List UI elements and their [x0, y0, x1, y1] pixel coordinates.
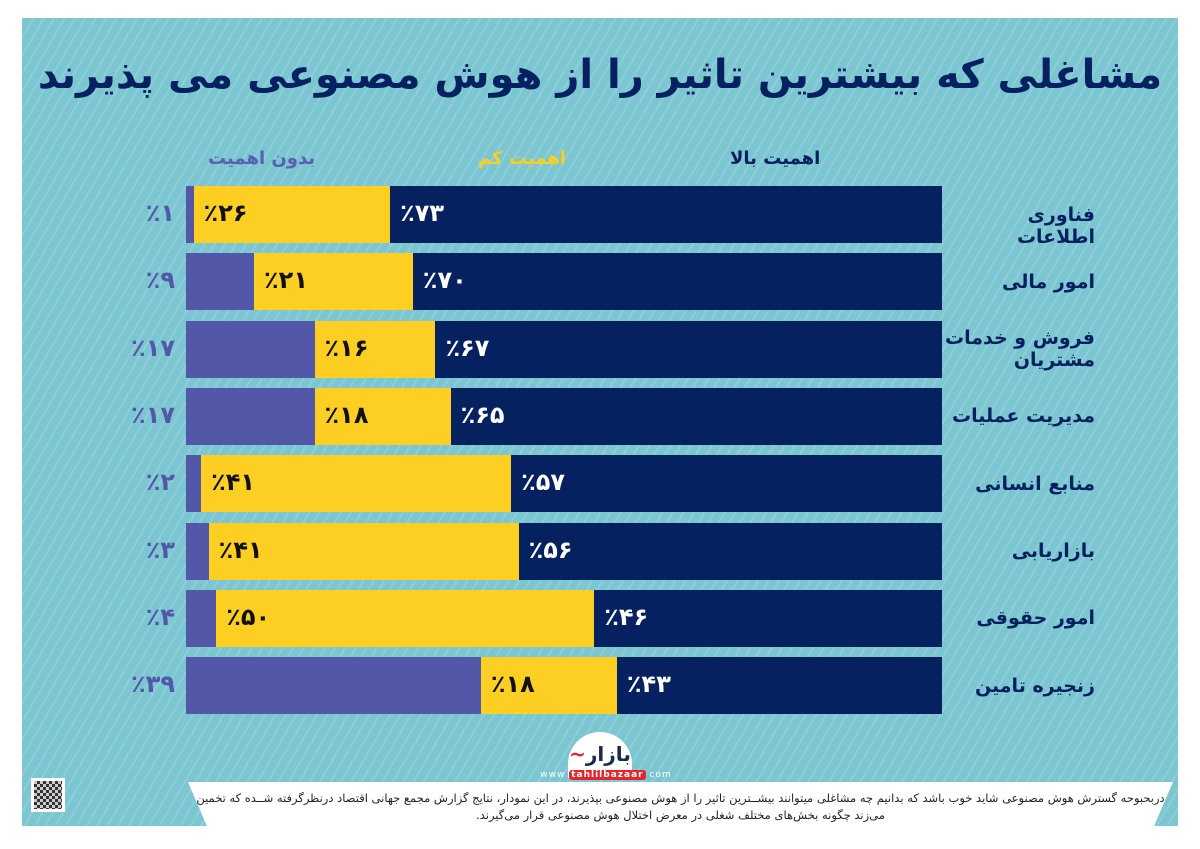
- bar-segment-none: [186, 657, 481, 715]
- bar-segment-none: [186, 387, 315, 445]
- data-label-high: ٪۷۳: [400, 199, 445, 227]
- data-label-low: ٪۴۱: [211, 468, 256, 497]
- bar-segment-none: [186, 320, 315, 378]
- bar-segment-low: [254, 253, 413, 311]
- bar-segment-low: [208, 522, 519, 580]
- data-label-low: ٪۱۸: [490, 670, 535, 699]
- category-label: امور حقوقی: [976, 607, 1095, 630]
- bar-segment-high: [435, 320, 942, 378]
- legend-none: بدون اهمیت: [208, 148, 316, 169]
- bar-segment-low: [314, 320, 436, 378]
- bar-segment-none: [186, 186, 194, 243]
- data-label-none: ٪۱۷: [131, 400, 175, 429]
- data-label-none: ٪۴: [145, 602, 175, 631]
- data-label-none: ٪۲: [145, 468, 175, 497]
- site-url[interactable]: www tahlilbazaar com: [540, 770, 672, 780]
- category-label: مدیریت عملیات: [951, 405, 1095, 428]
- bar-segment-none: [186, 455, 202, 513]
- data-label-high: ٪۵۶: [528, 535, 573, 564]
- data-label-high: ٪۴۳: [626, 670, 671, 699]
- category-label: بازاریابی: [1011, 540, 1095, 562]
- data-label-low: ٪۲۶: [203, 199, 248, 227]
- bar-segment-high: [594, 589, 942, 647]
- bar-segment-low: [201, 455, 512, 513]
- bar-segment-high: [518, 522, 942, 580]
- bar-segment-low: [193, 186, 391, 243]
- legend-low: اهمیت کم: [478, 148, 566, 169]
- bar-segment-none: [186, 522, 209, 580]
- category-label: فروش و خدمات مشتریان: [945, 327, 1095, 372]
- category-label: زنجیره تامین: [974, 674, 1095, 697]
- chart-title: مشاغلی که بیشترین تاثیر را از هوش مصنوعی…: [37, 52, 1163, 98]
- legend-high: اهمیت بالا: [730, 148, 821, 169]
- bar-segment-none: [186, 253, 255, 311]
- footer-text: دربحبوحه گسترش هوش مصنوعی شاید خوب باشد …: [188, 782, 1173, 828]
- bar-segment-low: [314, 387, 451, 445]
- bar-segment-high: [511, 455, 942, 513]
- data-label-none: ٪۳: [145, 535, 175, 564]
- bar-segment-high: [390, 186, 942, 243]
- bar-segment-none: [186, 589, 217, 647]
- data-label-high: ٪۶۷: [445, 333, 490, 362]
- qr-code: [31, 778, 65, 812]
- data-label-none: ٪۱: [145, 199, 175, 227]
- bar-segment-low: [216, 589, 595, 647]
- data-label-low: ٪۲۱: [264, 266, 308, 295]
- data-label-high: ٪۵۷: [521, 468, 566, 497]
- bar-segment-high: [450, 387, 942, 445]
- data-label-low: ٪۴۱: [218, 535, 263, 564]
- data-label-low: ٪۱۶: [324, 333, 369, 362]
- category-label: امور مالی: [1002, 270, 1095, 293]
- category-label: منابع انسانی: [975, 472, 1095, 495]
- bar-segment-high: [412, 253, 942, 311]
- bar-segment-high: [616, 657, 942, 715]
- data-label-none: ٪۳۹: [131, 670, 175, 699]
- data-label-low: ٪۵۰: [226, 602, 271, 631]
- data-label-high: ٪۴۶: [604, 602, 649, 631]
- data-label-none: ٪۱۷: [131, 333, 175, 362]
- data-label-low: ٪۱۸: [324, 400, 369, 429]
- data-label-high: ٪۶۵: [460, 400, 505, 429]
- bar-segment-low: [480, 657, 617, 715]
- data-label-high: ٪۷۰: [422, 266, 467, 295]
- data-label-none: ٪۹: [145, 266, 175, 295]
- category-label: فناوری اطلاعات: [1016, 203, 1095, 248]
